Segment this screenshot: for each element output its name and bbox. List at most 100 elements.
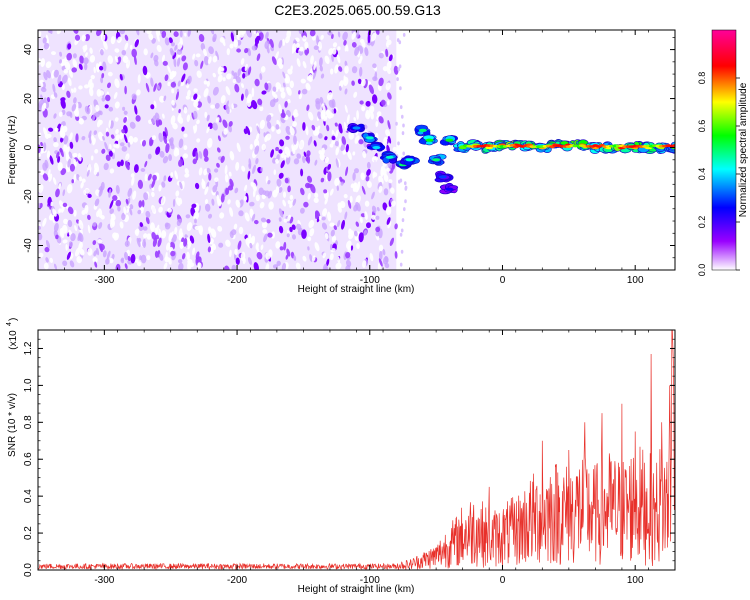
y-tick-label: 0.8 [23, 415, 34, 429]
noise-blob [145, 210, 151, 218]
noise-blob [75, 115, 80, 121]
noise-blob [404, 199, 407, 204]
noise-blob [280, 91, 286, 99]
noise-blob [256, 53, 261, 62]
noise-blob [222, 119, 228, 128]
noise-blob [101, 148, 106, 154]
noise-blob [349, 195, 353, 203]
noise-blob [58, 59, 63, 64]
noise-blob [282, 71, 286, 79]
noise-blob [278, 172, 284, 179]
colorbar-tick-label: 0.4 [697, 168, 707, 181]
x-tick-label: 100 [627, 575, 644, 586]
noise-blob [134, 105, 138, 115]
y-tick-label: 0 [23, 144, 34, 150]
noise-blob [193, 211, 200, 221]
noise-blob [159, 150, 165, 158]
noise-blob [341, 136, 347, 146]
noise-blob [114, 55, 119, 63]
noise-blob [92, 240, 97, 246]
noise-blob [136, 261, 142, 267]
noise-blob [171, 88, 175, 94]
noise-blob [164, 74, 169, 82]
noise-blob [272, 86, 277, 92]
noise-blob [230, 32, 235, 42]
x-tick-label: 0 [500, 275, 506, 286]
noise-blob [102, 61, 107, 72]
noise-blob [278, 208, 284, 218]
noise-blob [307, 236, 312, 242]
noise-blob [345, 265, 351, 270]
noise-blob [79, 248, 85, 256]
noise-blob [109, 258, 114, 264]
noise-blob [343, 40, 347, 46]
noise-blob [81, 178, 86, 183]
snr-panel: -300 -200 -100 0 100 0.0 0.2 0.4 0.6 0.8 1.0 1.2 He… [6, 318, 676, 595]
noise-blob [387, 135, 392, 144]
noise-blob [327, 211, 332, 222]
noise-blob [73, 97, 77, 104]
noise-blob [383, 173, 389, 183]
noise-blob [334, 122, 338, 127]
snr-content [38, 330, 675, 570]
noise-blob [45, 239, 51, 249]
noise-blob [287, 68, 293, 75]
noise-blob [155, 146, 161, 155]
noise-blob [354, 135, 360, 144]
noise-blob [306, 150, 311, 157]
noise-blob [362, 260, 367, 268]
noise-blob [152, 174, 157, 181]
noise-blob [111, 148, 116, 153]
noise-blob [108, 106, 114, 112]
noise-blob [74, 34, 81, 41]
noise-blob [75, 133, 79, 143]
noise-blob [129, 207, 133, 216]
noise-blob [375, 230, 380, 237]
noise-blob [324, 197, 328, 205]
noise-blob [127, 142, 131, 148]
noise-blob [133, 55, 137, 66]
noise-blob [401, 218, 405, 223]
noise-blob [122, 106, 126, 111]
noise-blob [305, 126, 309, 136]
noise-blob [252, 164, 256, 175]
noise-blob [88, 130, 92, 139]
noise-blob [151, 178, 156, 188]
noise-blob [158, 253, 164, 261]
noise-blob [330, 229, 335, 237]
noise-blob [255, 194, 260, 202]
noise-blob [105, 154, 111, 161]
noise-blob [402, 123, 405, 128]
noise-blob [83, 63, 88, 71]
noise-blob [285, 135, 290, 140]
noise-blob [66, 52, 73, 61]
noise-blob [154, 250, 159, 258]
noise-blob [275, 124, 280, 130]
noise-blob [321, 222, 328, 230]
noise-blob [107, 55, 114, 64]
noise-blob [121, 212, 126, 221]
noise-blob [204, 156, 209, 162]
noise-blob [345, 166, 349, 177]
colorbar-gradient [712, 30, 736, 270]
noise-blob [154, 59, 159, 67]
noise-blob [326, 124, 330, 132]
noise-blob [304, 49, 308, 56]
noise-blob [307, 136, 313, 146]
noise-blob [164, 126, 168, 137]
noise-blob [380, 172, 384, 177]
noise-blob [359, 100, 364, 105]
noise-blob [94, 149, 99, 154]
noise-blob [319, 152, 325, 161]
noise-blob [256, 125, 261, 134]
noise-blob [93, 250, 98, 257]
noise-blob [165, 222, 171, 230]
noise-blob [38, 225, 41, 230]
noise-blob [348, 131, 355, 140]
noise-blob [61, 74, 68, 84]
noise-blob [116, 161, 122, 167]
noise-blob [113, 91, 118, 100]
noise-blob [304, 182, 311, 189]
noise-blob [145, 73, 150, 79]
noise-blob [324, 55, 330, 64]
